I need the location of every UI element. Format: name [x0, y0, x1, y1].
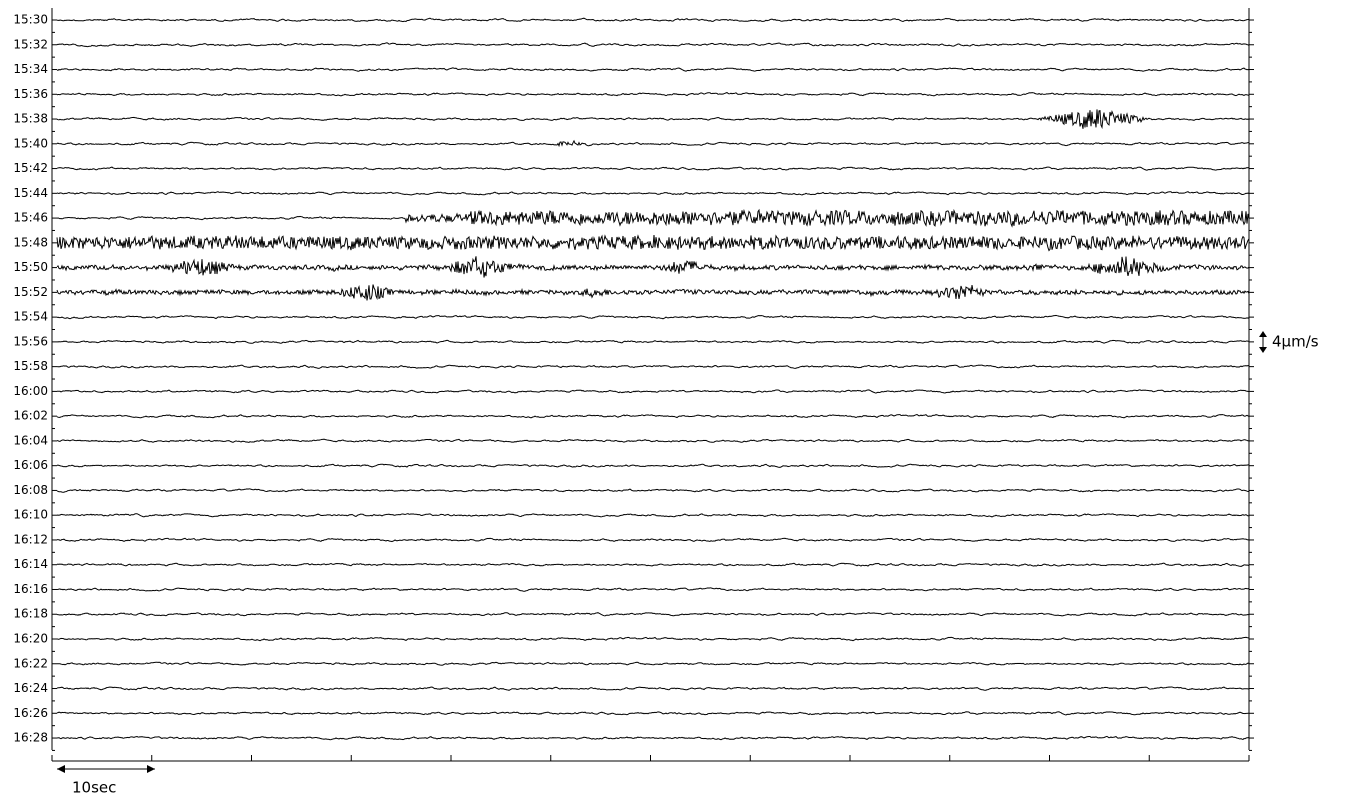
row-label: 16:28	[13, 731, 48, 745]
row-label: 16:22	[13, 656, 48, 670]
time-scale-label: 10sec	[72, 779, 116, 797]
row-label: 16:12	[13, 532, 48, 546]
row-label: 15:42	[13, 161, 48, 175]
trace	[56, 109, 1250, 130]
row-label: 16:18	[13, 607, 48, 621]
amplitude-scale-arrow	[1259, 331, 1267, 353]
row-label: 15:40	[13, 136, 48, 150]
row-label: 16:00	[13, 384, 48, 398]
trace	[56, 17, 1250, 23]
trace	[56, 488, 1250, 493]
amplitude-scale-label: 4μm/s	[1272, 333, 1319, 351]
row-label: 16:10	[13, 508, 48, 522]
row-label: 15:34	[13, 62, 48, 76]
trace	[56, 364, 1250, 369]
row-label: 15:44	[13, 186, 48, 200]
trace	[56, 735, 1250, 741]
trace	[56, 92, 1250, 97]
trace	[57, 661, 1250, 666]
trace	[56, 711, 1250, 716]
trace	[56, 339, 1249, 344]
row-label: 16:06	[13, 458, 48, 472]
trace	[56, 463, 1250, 468]
trace	[56, 413, 1250, 419]
row-label: 16:02	[13, 409, 48, 423]
time-scale-arrow	[57, 765, 155, 773]
row-label: 15:56	[13, 334, 48, 348]
row-label: 15:46	[13, 211, 48, 225]
trace	[56, 314, 1250, 320]
trace	[56, 208, 1250, 228]
trace	[56, 139, 1250, 148]
trace	[56, 284, 1250, 301]
trace	[56, 438, 1250, 443]
row-label: 16:26	[13, 706, 48, 720]
trace	[56, 234, 1250, 252]
trace	[56, 513, 1250, 518]
trace	[56, 537, 1249, 543]
row-label: 15:52	[13, 285, 48, 299]
row-label: 15:38	[13, 112, 48, 126]
row-label: 15:48	[13, 235, 48, 249]
trace	[56, 256, 1250, 278]
trace	[56, 42, 1250, 48]
row-label: 16:04	[13, 433, 48, 447]
row-label: 16:20	[13, 632, 48, 646]
trace	[56, 587, 1250, 592]
row-label: 15:36	[13, 87, 48, 101]
trace	[56, 166, 1250, 171]
row-label: 16:16	[13, 582, 48, 596]
trace	[56, 562, 1250, 568]
trace	[57, 389, 1250, 394]
row-label: 15:30	[13, 13, 48, 27]
row-label: 15:32	[13, 37, 48, 51]
row-label: 16:14	[13, 557, 48, 571]
row-label: 16:08	[13, 483, 48, 497]
row-label: 15:58	[13, 359, 48, 373]
row-label: 16:24	[13, 681, 48, 695]
trace	[56, 612, 1250, 617]
trace	[56, 636, 1250, 642]
row-label: 15:54	[13, 310, 48, 324]
trace	[56, 686, 1250, 691]
row-label: 15:50	[13, 260, 48, 274]
trace	[56, 67, 1250, 72]
trace	[56, 191, 1250, 196]
